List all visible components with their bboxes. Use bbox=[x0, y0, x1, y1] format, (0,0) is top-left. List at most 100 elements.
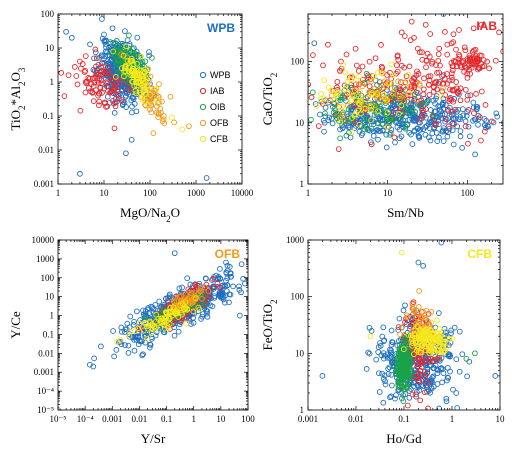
point-oib bbox=[387, 115, 394, 122]
point-iab bbox=[91, 79, 98, 86]
point-wpb bbox=[473, 106, 480, 113]
point-wpb bbox=[179, 284, 185, 291]
point-cfb bbox=[386, 80, 393, 87]
point-cfb bbox=[400, 346, 407, 353]
point-cfb bbox=[418, 331, 425, 337]
point-cfb bbox=[127, 58, 134, 65]
point-wpb bbox=[152, 332, 159, 339]
point-oib bbox=[409, 106, 416, 113]
point-wpb bbox=[110, 328, 116, 334]
point-cfb bbox=[411, 351, 417, 357]
point-cfb bbox=[151, 323, 157, 330]
point-cfb bbox=[318, 91, 324, 97]
point-wpb bbox=[124, 37, 131, 43]
point-cfb bbox=[419, 342, 426, 349]
point-wpb bbox=[455, 116, 462, 122]
point-cfb bbox=[438, 93, 445, 100]
point-cfb bbox=[434, 317, 440, 324]
point-ofb bbox=[400, 92, 407, 99]
point-wpb bbox=[380, 399, 387, 406]
point-wpb bbox=[389, 339, 395, 345]
point-cfb bbox=[352, 111, 359, 117]
point-iab bbox=[178, 317, 185, 324]
point-iab bbox=[217, 284, 224, 291]
point-iab bbox=[124, 87, 131, 94]
point-wpb bbox=[380, 355, 387, 362]
point-wpb bbox=[223, 269, 230, 276]
point-iab bbox=[61, 93, 68, 99]
point-iab bbox=[489, 118, 495, 125]
point-iab bbox=[366, 83, 373, 90]
point-iab bbox=[404, 402, 411, 409]
y-tick-label: 0.1 bbox=[43, 329, 54, 339]
point-iab bbox=[492, 57, 499, 64]
point-wpb bbox=[200, 311, 206, 317]
point-cfb bbox=[380, 91, 387, 98]
point-wpb bbox=[380, 128, 386, 134]
point-ofb bbox=[167, 93, 174, 100]
point-ofb bbox=[391, 88, 397, 95]
point-wpb bbox=[419, 417, 424, 422]
point-wpb bbox=[156, 298, 163, 305]
point-wpb bbox=[129, 103, 135, 110]
point-wpb bbox=[485, 123, 491, 130]
point-cfb bbox=[120, 52, 127, 59]
point-oib bbox=[322, 110, 328, 117]
point-iab bbox=[408, 18, 415, 25]
point-cfb bbox=[439, 328, 446, 335]
point-wpb bbox=[408, 131, 414, 138]
point-ofb bbox=[174, 302, 181, 308]
x-axis-label: Sm/Nb bbox=[387, 205, 424, 220]
y-tick-label: 0.01 bbox=[38, 348, 54, 358]
point-cfb bbox=[435, 347, 442, 353]
point-wpb bbox=[113, 347, 120, 353]
y-tick-label: 100 bbox=[41, 273, 55, 283]
point-iab bbox=[423, 106, 429, 112]
point-cfb bbox=[148, 330, 155, 336]
point-iab bbox=[508, 75, 513, 80]
point-iab bbox=[449, 67, 456, 74]
point-cfb bbox=[422, 343, 429, 350]
point-iab bbox=[96, 102, 102, 109]
point-iab bbox=[214, 280, 221, 287]
point-iab bbox=[96, 90, 102, 97]
point-iab bbox=[445, 106, 451, 113]
point-wpb bbox=[382, 381, 389, 388]
point-iab bbox=[467, 92, 474, 99]
point-wpb bbox=[379, 370, 385, 377]
point-oib bbox=[107, 39, 114, 45]
point-wpb bbox=[454, 405, 461, 410]
point-wpb bbox=[256, 273, 261, 278]
point-oib bbox=[398, 376, 405, 383]
point-wpb bbox=[398, 133, 405, 140]
point-wpb bbox=[436, 121, 442, 127]
point-cfb bbox=[321, 95, 328, 102]
point-wpb bbox=[380, 324, 387, 331]
point-wpb bbox=[105, 60, 112, 67]
point-cfb bbox=[179, 300, 186, 307]
point-iab bbox=[426, 358, 433, 365]
point-wpb bbox=[410, 383, 417, 390]
point-wpb bbox=[387, 353, 393, 359]
legend-marker-ofb bbox=[199, 119, 207, 127]
point-cfb bbox=[375, 69, 381, 76]
y-tick-label: 10 bbox=[45, 292, 55, 302]
point-wpb bbox=[377, 128, 383, 134]
point-wpb bbox=[122, 28, 128, 34]
point-cfb bbox=[430, 345, 436, 352]
point-cfb bbox=[435, 338, 441, 345]
point-ofb bbox=[156, 81, 162, 88]
x-tick-label: 100 bbox=[241, 414, 255, 424]
point-ofb bbox=[397, 331, 403, 338]
point-cfb bbox=[347, 76, 353, 83]
point-wpb bbox=[439, 111, 446, 118]
point-wpb bbox=[223, 259, 229, 266]
point-wpb bbox=[389, 104, 396, 110]
data-points bbox=[58, 16, 210, 181]
point-ofb bbox=[147, 106, 153, 113]
point-ofb bbox=[420, 308, 426, 315]
point-oib bbox=[385, 107, 391, 114]
legend-marker-wpb bbox=[199, 71, 207, 79]
point-wpb bbox=[147, 341, 153, 348]
point-wpb bbox=[92, 49, 99, 56]
